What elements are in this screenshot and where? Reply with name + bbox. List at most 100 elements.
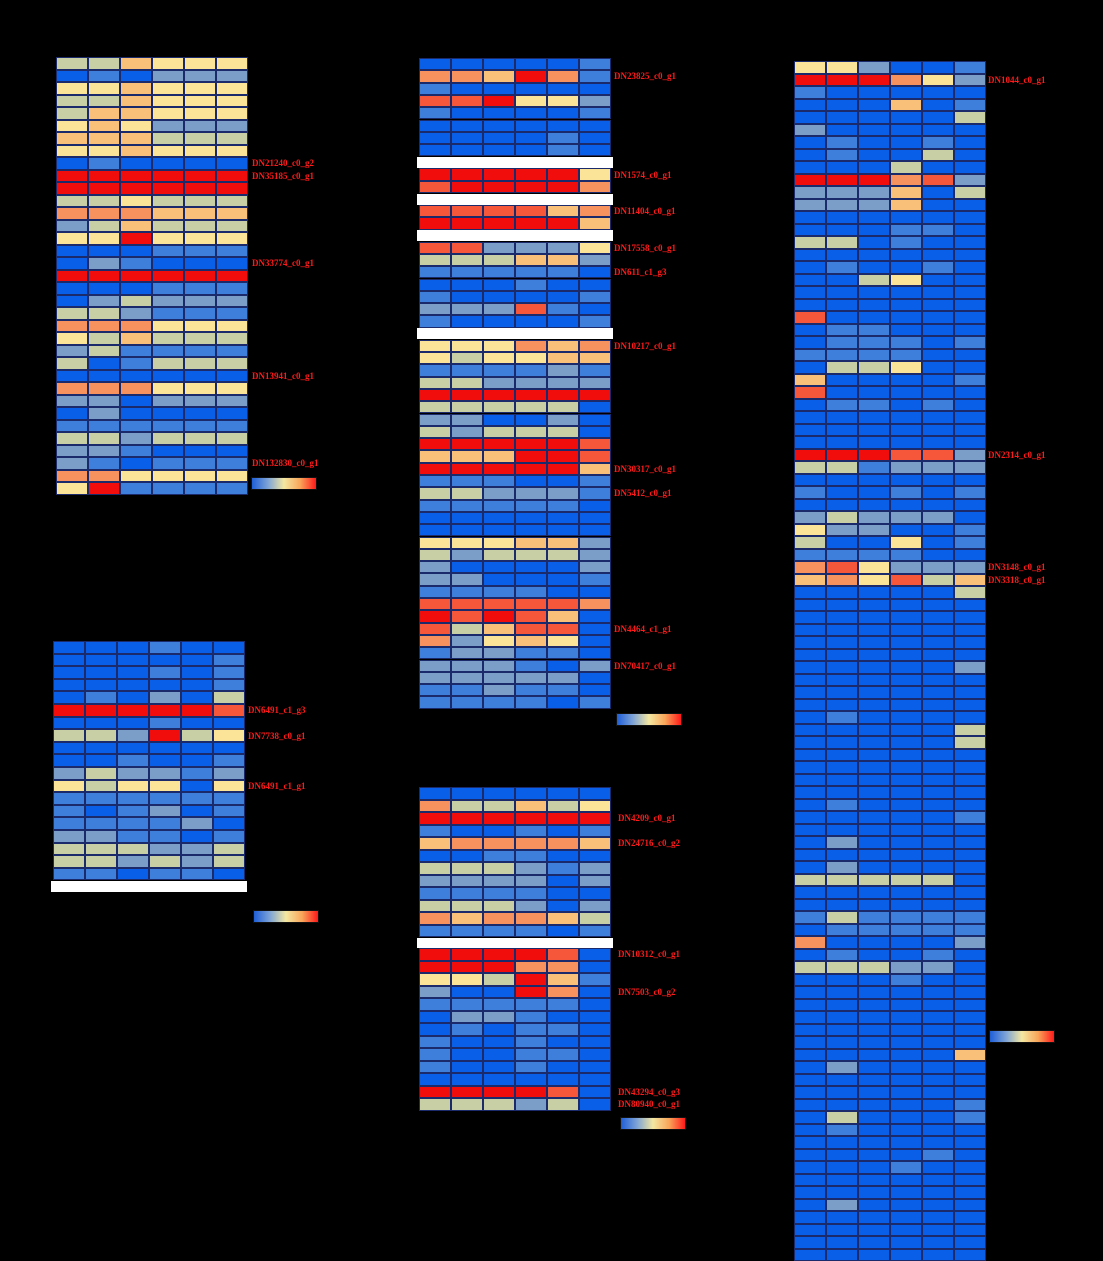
heatmap-cell [419,610,451,622]
heatmap-cell [890,1174,922,1187]
heatmap-cell [213,754,245,767]
heatmap-cell [184,270,216,283]
heatmap-cell [216,320,248,333]
heatmap-cell [954,411,986,424]
heatmap-cell [579,684,611,696]
heatmap-cell [152,332,184,345]
heatmap-cell [56,145,88,158]
heatmap-cell [53,679,85,692]
heatmap-cell [922,774,954,787]
heatmap-cell [419,1086,451,1099]
heatmap-cell [515,672,547,684]
heatmap-cell [184,95,216,108]
row-label: DN5412_c0_g1 [614,488,672,498]
heatmap-cell [858,199,890,212]
heatmap-cell [890,1236,922,1249]
heatmap-cell [547,512,579,524]
heatmap-cell [451,340,483,352]
heatmap-cell [858,499,890,512]
heatmap-cell [954,749,986,762]
heatmap-cell [88,232,120,245]
heatmap-cell [826,161,858,174]
heatmap-cell [419,315,451,327]
heatmap-cell [419,825,451,838]
heatmap-cell [954,1124,986,1137]
heatmap-cell [794,224,826,237]
heatmap-cell [826,786,858,799]
heatmap-cell [579,837,611,850]
heatmap-cell [579,315,611,327]
heatmap-cell [56,332,88,345]
heatmap-cell [794,211,826,224]
heatmap-cell [451,315,483,327]
heatmap-cell [579,181,611,193]
heatmap-cell [152,357,184,370]
heatmap-cell [922,1061,954,1074]
heatmap-cell [890,299,922,312]
heatmap-cell [858,286,890,299]
heatmap-cell [483,181,515,193]
heatmap-cell [152,482,184,495]
heatmap-cell [117,717,149,730]
heatmap-cell [547,132,579,144]
heatmap-cell [922,99,954,112]
heatmap-cell [922,486,954,499]
heatmap-cell [890,1099,922,1112]
heatmap-cell [890,436,922,449]
heatmap-cell [954,836,986,849]
heatmap-cell [890,324,922,337]
heatmap-cell [216,157,248,170]
heatmap-cell [547,800,579,813]
heatmap-cell [890,261,922,274]
heatmap-cell [56,357,88,370]
heatmap-cell [120,170,152,183]
heatmap-cell [181,729,213,742]
heatmap-cell [184,320,216,333]
heatmap-cell [451,144,483,156]
heatmap-cell [579,500,611,512]
heatmap-cell [149,868,181,881]
heatmap-cell [954,911,986,924]
heatmap-cell [451,961,483,974]
heatmap-cell [483,900,515,913]
heatmap-cell [451,364,483,376]
heatmap-cell [826,561,858,574]
heatmap-cell [483,120,515,132]
heatmap-cell [120,120,152,133]
heatmap-cell [954,274,986,287]
heatmap-cell [922,674,954,687]
heatmap-cell [922,1236,954,1249]
heatmap-cell [858,1236,890,1249]
heatmap-cell [826,1061,858,1074]
heatmap-cell [515,120,547,132]
heatmap-cell [890,199,922,212]
heatmap-cell [579,291,611,303]
heatmap-cell [85,717,117,730]
row-label: DN17558_c0_g1 [614,243,676,253]
heatmap-cell [826,1011,858,1024]
heatmap-cell [515,524,547,536]
heatmap-cell [954,1186,986,1199]
heatmap-cell [152,157,184,170]
heatmap-cell [547,414,579,426]
heatmap-cell [120,282,152,295]
heatmap-cell [451,70,483,82]
heatmap-cell [451,181,483,193]
heatmap-cell [826,974,858,987]
heatmap-cell [184,120,216,133]
heatmap-cell [922,249,954,262]
heatmap-cell [858,1149,890,1162]
heatmap-cell [419,438,451,450]
heatmap-cell [890,174,922,187]
heatmap-cell [794,61,826,74]
heatmap-cell [954,811,986,824]
heatmap-cell [954,986,986,999]
heatmap-cell [826,936,858,949]
heatmap-cell [794,261,826,274]
heatmap-cell [579,414,611,426]
heatmap-cell [826,836,858,849]
heatmap-cell [858,749,890,762]
heatmap-cell [515,70,547,82]
heatmap-cell [826,386,858,399]
heatmap-cell [451,205,483,217]
